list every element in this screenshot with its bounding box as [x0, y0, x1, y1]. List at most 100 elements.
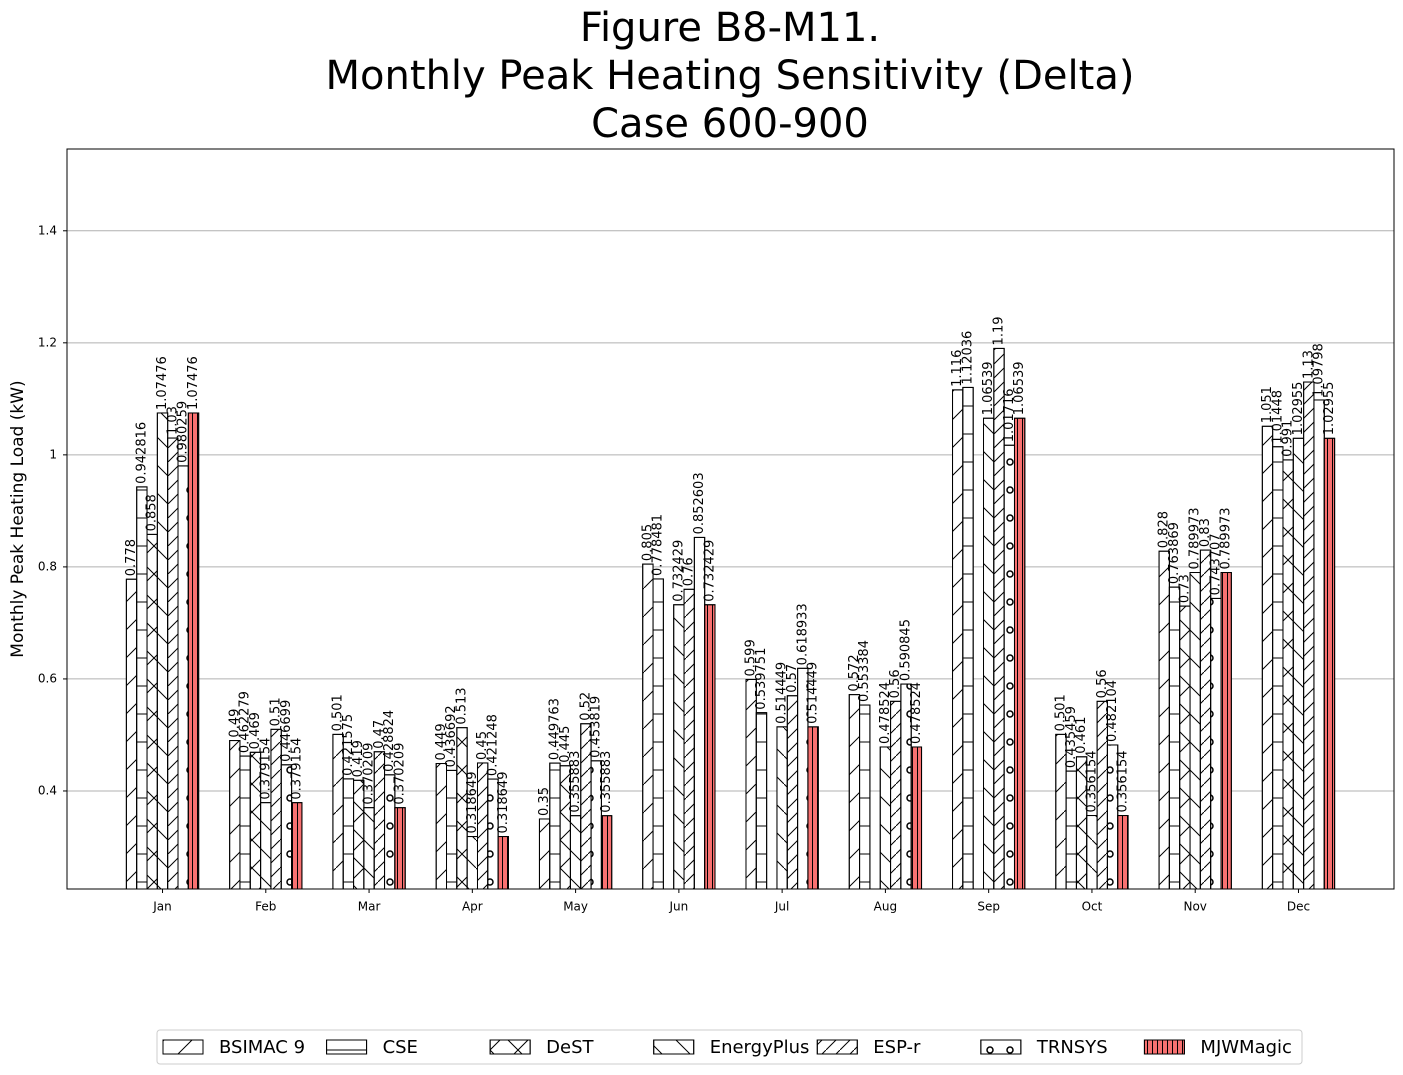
bar-hatch — [1210, 597, 1222, 890]
bar-hatch — [1117, 815, 1129, 890]
chart-title: Monthly Peak Heating Sensitivity (Delta) — [326, 53, 1135, 99]
data-label: 1.116 — [950, 350, 965, 387]
data-label: 0.514449 — [775, 662, 790, 724]
bar-hatch — [600, 815, 613, 890]
data-label: 0.379154 — [258, 738, 273, 800]
bar-hatch — [125, 578, 138, 890]
data-label: 1.07476 — [155, 356, 170, 410]
bar-hatch — [652, 578, 664, 890]
data-label: 0.449 — [434, 723, 449, 760]
bar-hatch — [755, 712, 768, 890]
data-label: 0.789973 — [1188, 507, 1203, 569]
x-tick-label: Feb — [255, 900, 276, 914]
bar-hatch — [879, 746, 892, 890]
x-tick-label: Dec — [1287, 900, 1310, 914]
data-label: 0.743707 — [1208, 533, 1223, 595]
bar-hatch — [363, 807, 375, 890]
data-label: 0.83 — [1198, 518, 1213, 547]
data-label: 0.942816 — [134, 422, 149, 484]
bar-hatch — [146, 533, 158, 890]
data-label: 1.06539 — [981, 361, 996, 415]
y-tick-label: 1.4 — [38, 223, 57, 237]
bar-hatch — [1282, 459, 1294, 890]
y-tick-label: 1.2 — [38, 335, 57, 349]
bar-hatch — [187, 412, 200, 890]
data-label: 1.03 — [165, 406, 180, 435]
data-label: 0.51 — [269, 697, 284, 726]
data-label: 0.478524 — [878, 682, 893, 744]
x-tick-label: Jul — [774, 900, 789, 914]
bar-hatch — [1086, 815, 1098, 890]
y-tick-label: 0.8 — [38, 559, 57, 573]
x-tick-label: Oct — [1082, 900, 1103, 914]
plot-frame — [66, 148, 1395, 890]
bar-hatch — [239, 755, 251, 890]
bar-hatch — [1220, 572, 1232, 890]
chart-title: Figure B8-M11. — [580, 5, 880, 51]
bar-hatch — [1065, 770, 1077, 890]
legend — [156, 1029, 1303, 1065]
data-label: 0.513 — [455, 687, 470, 724]
bar-hatch — [476, 762, 489, 890]
legend-label: TRNSYS — [1036, 1037, 1108, 1058]
data-label: 0.52 — [578, 692, 593, 721]
data-label: 0.445 — [558, 726, 573, 763]
data-label: 0.461 — [1074, 717, 1089, 754]
data-label: 0.858 — [145, 494, 160, 531]
data-label: 0.482104 — [1105, 680, 1120, 742]
x-tick-label: May — [563, 900, 588, 914]
data-label: 0.355883 — [599, 751, 614, 813]
bar-hatch — [1189, 572, 1201, 890]
y-tick-label: 0.4 — [38, 783, 57, 797]
data-label: 0.732429 — [671, 540, 686, 602]
data-label: 0.590845 — [899, 619, 914, 681]
data-label: 0.47 — [372, 720, 387, 749]
data-label: 1.19 — [991, 316, 1006, 345]
bar-hatch — [394, 807, 406, 890]
data-label: 0.763869 — [1167, 522, 1182, 584]
data-label: 0.732429 — [702, 540, 717, 602]
bar-hatch — [1003, 444, 1015, 890]
data-label: 0.49 — [227, 709, 242, 738]
data-label: 0.778481 — [651, 514, 666, 576]
data-label: 0.462279 — [238, 691, 253, 753]
data-label: 1.01448 — [1270, 390, 1285, 444]
data-label: 0.356154 — [1115, 750, 1130, 812]
data-label: 0.379154 — [289, 738, 304, 800]
data-label: 0.553384 — [857, 640, 872, 702]
legend-swatch-hatch — [816, 1039, 858, 1055]
legend-label: CSE — [383, 1037, 418, 1058]
bar-hatch — [229, 740, 241, 890]
data-label: 0.991 — [1281, 420, 1296, 457]
data-label: 1.13 — [1301, 350, 1316, 379]
x-tick-label: Jun — [668, 900, 688, 914]
bar-hatch — [136, 486, 148, 890]
bar-hatch — [177, 465, 189, 890]
bar-hatch — [859, 704, 871, 890]
legend-swatch-hatch — [980, 1039, 1022, 1055]
data-label: 0.57 — [785, 664, 800, 693]
bar-hatch — [538, 818, 551, 890]
x-tick-label: Jan — [152, 900, 172, 914]
data-label: 0.45 — [475, 731, 490, 760]
bar-hatch — [776, 726, 788, 890]
data-label: 1.12036 — [961, 331, 976, 385]
data-label: 0.449763 — [547, 698, 562, 760]
bar-hatch — [497, 836, 509, 890]
legend-swatch-hatch — [1143, 1039, 1185, 1055]
bar-hatch — [1313, 399, 1325, 890]
bar-hatch — [1323, 437, 1336, 890]
data-label: 0.469 — [248, 712, 263, 749]
legend-swatch-hatch — [162, 1039, 204, 1055]
bar-hatch — [1292, 437, 1305, 890]
bar-hatch — [260, 802, 272, 890]
data-label: 0.356154 — [1084, 750, 1099, 812]
data-label: 0.421248 — [485, 714, 500, 776]
y-axis-label: Monthly Peak Heating Load (kW) — [8, 380, 28, 657]
data-label: 0.618933 — [795, 603, 810, 665]
legend-swatch-hatch — [326, 1039, 368, 1055]
bar-hatch — [291, 802, 303, 890]
bar-hatch — [1272, 446, 1284, 890]
data-label: 0.805 — [640, 524, 655, 561]
data-label: 1.01716 — [1002, 388, 1017, 442]
